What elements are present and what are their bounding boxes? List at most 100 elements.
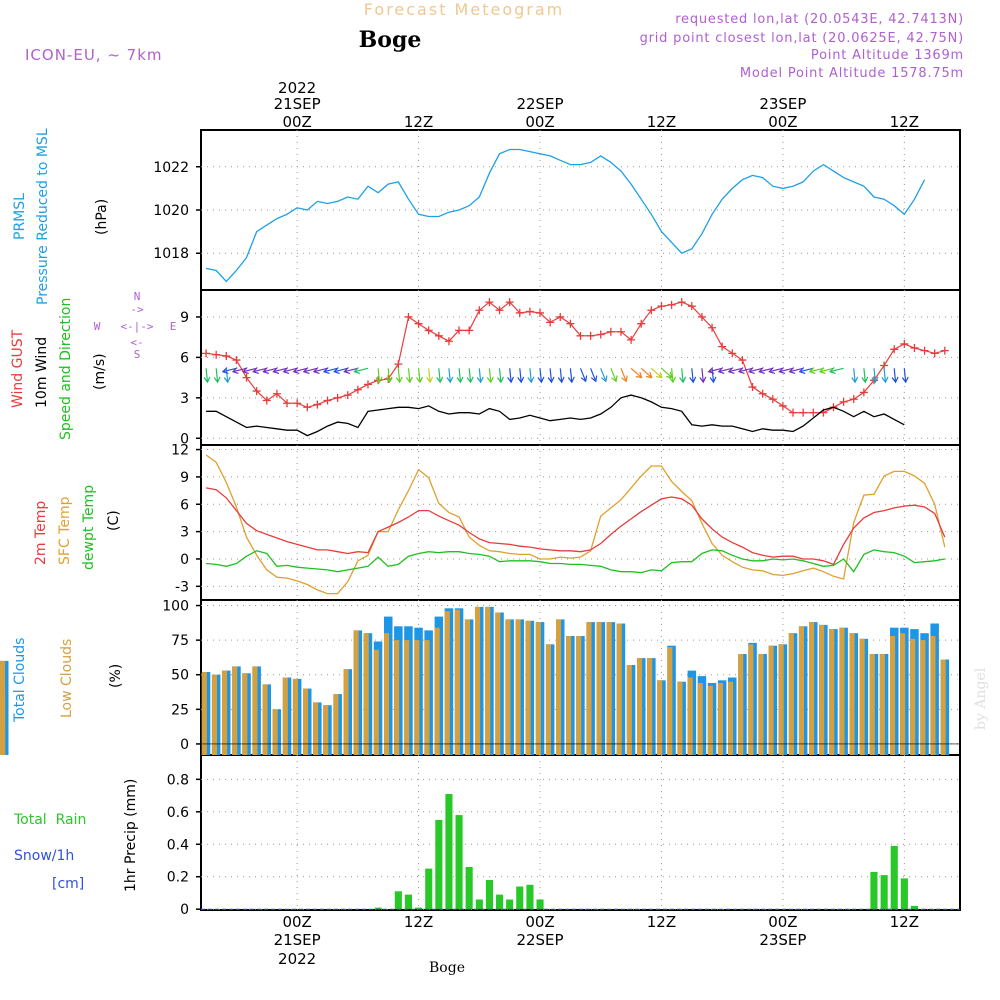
low-clouds-bar [343, 669, 349, 755]
low-clouds-bar [768, 645, 774, 755]
wind-direction-arrow [567, 368, 575, 384]
wind-direction-arrow [282, 367, 298, 374]
gust-marker [242, 373, 251, 382]
wind-direction-arrow [669, 368, 677, 384]
low-clouds-bar [444, 611, 450, 755]
panel-frames [200, 129, 961, 911]
compass-e: E [170, 320, 177, 333]
wind-direction-arrow [851, 368, 859, 384]
wind-direction-arrow [828, 367, 844, 374]
snow-legend-1: Snow/1h [14, 848, 74, 864]
cloud-side-labels: Total Clouds Low Clouds (%) [12, 638, 124, 723]
y-tick-label: 1018 [153, 246, 189, 262]
top-time-label: 00Z [768, 113, 797, 131]
rain-bar [910, 905, 918, 910]
low-clouds-bar [647, 658, 653, 755]
gust-marker [718, 342, 727, 351]
wind-direction-arrow [727, 367, 743, 374]
gust-marker [536, 308, 545, 317]
wind-direction-arrow [798, 367, 814, 374]
gust-marker [789, 408, 798, 417]
wind-direction-arrow [231, 367, 247, 374]
rain-bar [475, 899, 483, 910]
gust-marker [495, 306, 504, 315]
bottom-time-label: 23SEP [759, 931, 806, 949]
gust-marker [343, 391, 352, 400]
place-title: Boge [359, 27, 422, 53]
gust-marker [920, 346, 929, 355]
low-clouds-bar [566, 636, 572, 755]
wind-direction-arrow [292, 367, 308, 374]
axis-labels: 1018102010220369-3036912025507510000.20.… [153, 79, 919, 968]
y-tick-label: 9 [180, 310, 189, 326]
wind-direction-arrow [818, 367, 834, 374]
rain-legend: Total Rain [13, 812, 86, 828]
gust-marker [455, 326, 464, 335]
low-clouds-bar [373, 649, 379, 755]
gust-marker [799, 408, 808, 417]
gust-marker [647, 306, 656, 315]
wind-speed-line [206, 394, 905, 437]
rain-bar [526, 884, 534, 910]
low-clouds-bar [637, 658, 643, 755]
precip-side-labels: 1hr Precip (mm) Total Rain Snow/1h [cm] [13, 779, 139, 892]
gust-label: Wind GUST [10, 329, 26, 408]
low-clouds-bar [829, 629, 835, 755]
panel-frame-1 [200, 289, 961, 446]
snow-legend-2: [cm] [52, 876, 84, 892]
rain-bar [890, 845, 898, 910]
gust-marker [353, 385, 362, 394]
gust-marker [849, 395, 858, 404]
low-clouds-bar [303, 688, 309, 755]
grid-point-coords: grid point closest lon,lat (20.0625E, 42… [640, 31, 964, 46]
rain-bar [900, 878, 908, 910]
wind-direction-arrow [353, 367, 369, 374]
low-clouds-bar [869, 654, 875, 755]
low-clouds-bar [849, 633, 855, 755]
compass-w: W [94, 320, 101, 333]
y-tick-label: 0 [180, 737, 189, 753]
gust-marker [606, 327, 615, 336]
low-clouds-bar [201, 672, 207, 755]
gust-marker [475, 306, 484, 315]
wind-direction-arrow [699, 368, 707, 384]
gust-marker [768, 395, 777, 404]
wind-direction-arrow [385, 368, 393, 384]
wind-direction-arrow [901, 368, 909, 384]
temp-side-labels: 2m Temp SFC Temp dewpt Temp (C) [33, 485, 122, 570]
low-clouds-bar [576, 636, 582, 755]
pressure-unit: (hPa) [94, 199, 110, 235]
low-clouds-bar [292, 678, 298, 755]
gust-marker [414, 319, 423, 328]
y-tick-label: 3 [180, 525, 189, 541]
wind-direction-arrow [221, 367, 237, 374]
sfc-label: SFC Temp [57, 496, 73, 565]
y-tick-label: 100 [162, 599, 189, 615]
wind-direction-arrow [497, 368, 504, 384]
y-tick-label: 0 [180, 552, 189, 568]
temp-2m-line [205, 487, 946, 566]
rain-bar [394, 891, 402, 910]
footer-place: Boge [429, 960, 465, 976]
low-clouds-bar [657, 680, 663, 755]
wind-direction-arrow [650, 367, 663, 379]
low-clouds-bar [424, 640, 430, 755]
bottom-time-label: 12Z [890, 913, 919, 931]
y-tick-label: 1022 [153, 160, 189, 176]
total-clouds-label: Total Clouds [12, 638, 28, 723]
panel-frame-2 [200, 444, 961, 601]
wind-direction-arrow [881, 368, 889, 384]
wind-direction-arrow [768, 367, 784, 374]
gust-marker [546, 318, 555, 327]
low-clouds-bar [687, 677, 693, 755]
wind-direction-arrow [891, 368, 899, 384]
y-tick-label: 1020 [153, 203, 189, 219]
gust-marker [778, 401, 787, 410]
wind-direction-arrow [486, 368, 494, 384]
bottom-time-label: 12Z [404, 913, 433, 931]
wind-direction-arrow [620, 368, 628, 383]
gust-marker [485, 298, 494, 307]
model-altitude: Model Point Altitude 1578.75m [740, 66, 964, 81]
wind-direction-arrow [610, 368, 618, 383]
wind-direction-arrow [747, 367, 763, 374]
